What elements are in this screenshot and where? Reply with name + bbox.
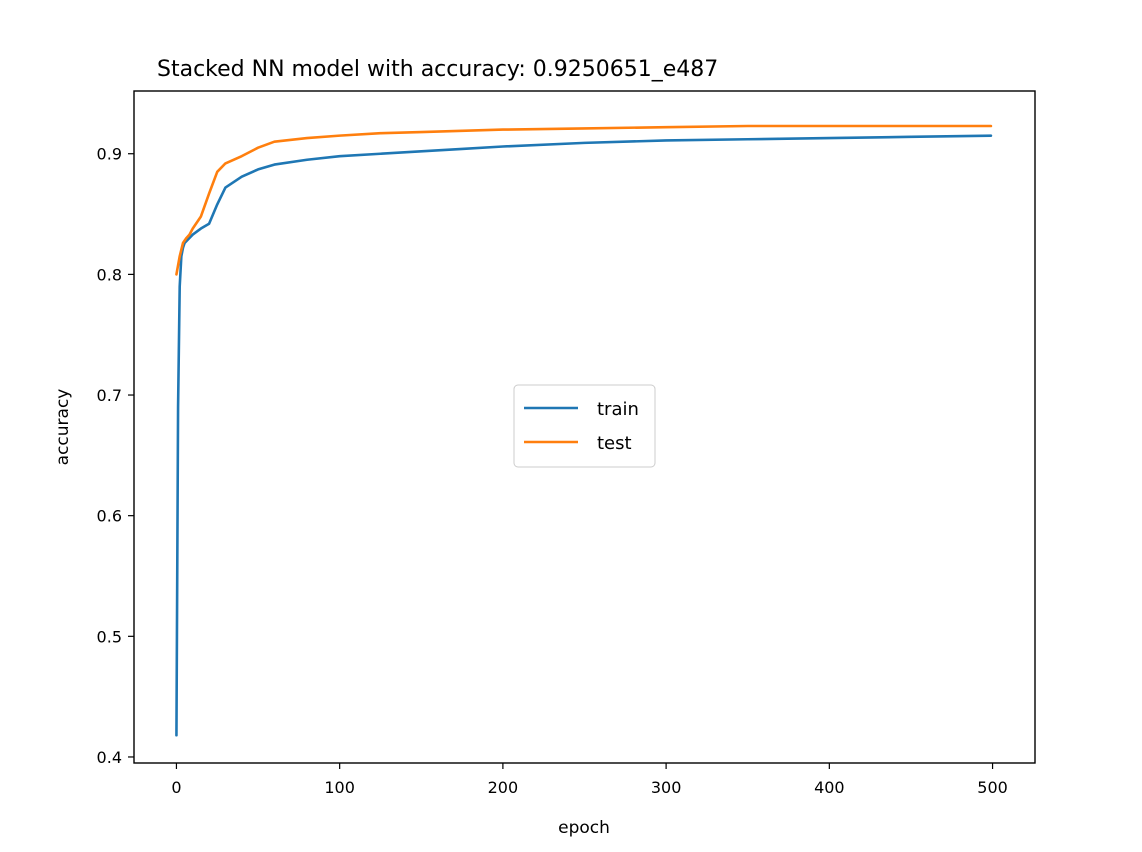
y-tick-label: 0.9 [97, 145, 122, 164]
x-tick-label: 500 [977, 778, 1008, 797]
x-axis: 0 100 200 300 400 500 [171, 763, 1008, 797]
x-tick-label: 0 [171, 778, 181, 797]
legend-label-train: train [597, 399, 639, 420]
y-tick-label: 0.7 [97, 386, 122, 405]
y-tick-label: 0.4 [97, 748, 122, 767]
legend: train test [513, 384, 656, 468]
x-axis-label: epoch [558, 818, 610, 838]
legend-label-test: test [597, 433, 632, 454]
x-tick-label: 100 [324, 778, 355, 797]
chart-title: Stacked NN model with accuracy: 0.925065… [157, 57, 718, 82]
legend-box [513, 384, 656, 468]
y-axis: 0.4 0.5 0.6 0.7 0.8 0.9 [97, 145, 134, 767]
y-tick-label: 0.6 [97, 507, 122, 526]
series-line-test [175, 124, 993, 276]
y-tick-label: 0.5 [97, 627, 122, 646]
y-tick-label: 0.8 [97, 265, 122, 284]
plot-area-frame [133, 90, 1036, 764]
series-layer [175, 124, 993, 737]
x-tick-label: 400 [814, 778, 845, 797]
x-tick-label: 300 [651, 778, 682, 797]
y-axis-label: accuracy [53, 389, 73, 466]
x-tick-label: 200 [488, 778, 519, 797]
